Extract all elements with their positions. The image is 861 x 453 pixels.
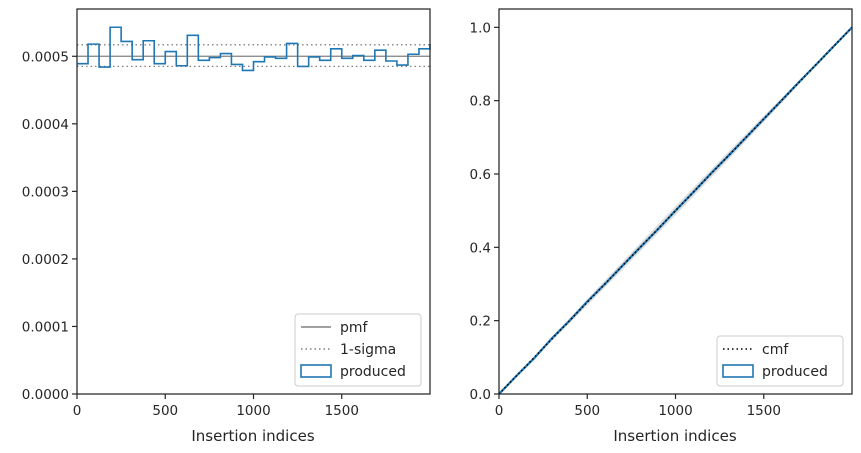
cmf-ytick-label: 0.6 [470, 167, 491, 183]
pmf-legend-label-produced: produced [340, 364, 406, 380]
cmf-legend-handle-produced [722, 364, 754, 378]
cmf-plot-marks [498, 26, 853, 395]
cmf-ticks: 0 500 1000 1500 0.0 0.2 0.4 0.6 0.8 1.0 [470, 20, 781, 419]
cmf-ytick-label: 0.2 [470, 314, 491, 330]
pmf-ticks: 0 500 1000 1500 0.0000 0.0001 0.0002 0.0003 0.00… [22, 49, 359, 419]
pmf-ytick-label: 0.0000 [22, 387, 69, 403]
produced-histogram-step [77, 26, 431, 72]
cmf-xtick-label: 1500 [747, 403, 781, 419]
cmf-legend-label-cmf: cmf [762, 342, 789, 358]
pmf-ytick-label: 0.0003 [22, 184, 69, 200]
pmf-ytick-label: 0.0004 [22, 117, 69, 133]
cmf-ytick-label: 1.0 [470, 20, 491, 36]
cmf-reference-line [498, 26, 853, 395]
pmf-panel: 0 500 1000 1500 0.0000 0.0001 0.0002 0.0003 0.00… [22, 8, 431, 445]
cmf-xtick-label: 0 [495, 403, 504, 419]
cmf-xtick-label: 500 [574, 403, 600, 419]
pmf-legend: pmf 1-sigma produced [294, 313, 422, 387]
pmf-xlabel: Insertion indices [191, 427, 314, 445]
pmf-ytick-label: 0.0005 [22, 49, 69, 65]
pmf-xtick-label: 0 [73, 403, 82, 419]
cmf-legend-box [716, 335, 844, 387]
pmf-ytick-label: 0.0002 [22, 252, 69, 268]
pmf-legend-handle-produced [300, 364, 332, 378]
cmf-ytick-label: 0.0 [470, 387, 491, 403]
pmf-legend-label-pmf: pmf [340, 320, 369, 336]
cmf-panel: 0 500 1000 1500 0.0 0.2 0.4 0.6 0.8 1.0 Insertion… [470, 8, 853, 445]
pmf-xtick-label: 1500 [325, 403, 359, 419]
cmf-ytick-label: 0.4 [470, 240, 491, 256]
pmf-xtick-label: 1000 [236, 403, 270, 419]
pmf-ytick-label: 0.0001 [22, 319, 69, 335]
pmf-legend-box [294, 313, 422, 387]
cmf-ytick-label: 0.8 [470, 94, 491, 110]
cmf-xtick-label: 1000 [658, 403, 692, 419]
pmf-plot-marks [77, 26, 431, 72]
pmf-xtick-label: 500 [152, 403, 178, 419]
cmf-legend: cmf produced [716, 335, 844, 387]
cmf-xlabel: Insertion indices [613, 427, 736, 445]
cmf-legend-label-produced: produced [762, 364, 828, 380]
pmf-legend-label-1-sigma: 1-sigma [340, 342, 396, 358]
